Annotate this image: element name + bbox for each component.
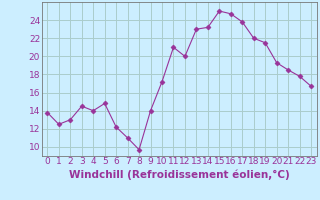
X-axis label: Windchill (Refroidissement éolien,°C): Windchill (Refroidissement éolien,°C) [69, 169, 290, 180]
